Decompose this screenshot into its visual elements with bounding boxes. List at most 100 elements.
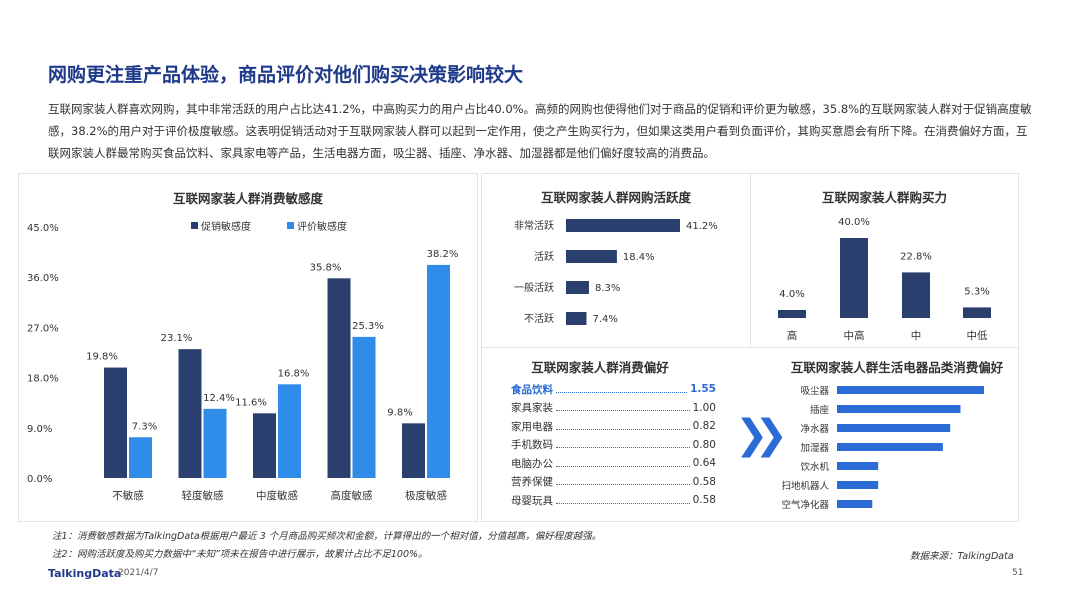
bar [778,310,806,318]
data-label: 8.3% [595,283,620,294]
bar [203,408,227,478]
category-label: 吸尘器 [800,386,829,397]
bar [566,219,680,232]
category-label: 一般活跃 [514,281,554,294]
x-tick-label: 不敏感 [112,489,144,502]
sensitivity-panel: 互联网家装人群消费敏感度 促销敏感度 评价敏感度 0.0% 9.0% 18.0% 27.… [18,173,478,522]
bar [840,238,868,318]
legend-swatch [191,222,198,229]
preference-label: 家具家装 [511,402,553,414]
bar [837,424,951,432]
bar [566,281,589,294]
category-label: 空气净化器 [781,499,829,511]
bar [402,423,425,478]
y-tick-label: 27.0% [27,323,59,334]
category-label: 非常活跃 [514,219,554,232]
preference-value: 0.80 [692,438,716,451]
bar [278,384,301,478]
dotted-leader [556,447,690,448]
x-tick-label: 中高 [844,329,865,342]
bar [427,264,450,478]
activity-panel: 互联网家装人群网购活跃度 非常活跃 41.2% 活跃 18.4% 一般活跃 8.3% 不活跃… [481,173,751,348]
appliance-preference-title: 互联网家装人群生活电器品类消费偏好 [790,360,1004,375]
category-label: 加湿器 [800,443,829,454]
y-tick-label: 18.0% [27,374,59,385]
preference-value: 1.00 [692,401,716,414]
bar [837,386,984,394]
data-label: 11.6% [235,397,267,408]
data-label: 23.1% [161,333,193,344]
preference-label: 电脑办公 [511,457,553,470]
data-label: 12.4% [203,393,235,404]
sensitivity-chart: 促销敏感度 评价敏感度 0.0%9.0%18.0%27.0%36.0%45.0% … [27,220,458,502]
preference-row: 电脑办公 0.64 [511,454,716,472]
footer-date: 2021/4/7 [118,568,159,578]
category-label: 活跃 [534,251,554,263]
data-label: 41.2% [686,221,718,232]
purchasing-power-chart: 4.0% 高 40.0% 中高 22.8% 中 5.3% 中低 [778,217,991,342]
y-tick-label: 0.0% [27,474,52,485]
preference-row: 家具家装 1.00 [511,399,716,417]
category-label: 插座 [810,404,830,416]
y-tick-label: 9.0% [27,424,52,435]
data-label: 18.4% [623,252,655,263]
data-label: 40.0% [838,217,870,228]
dotted-leader [556,484,690,485]
preference-value: 0.64 [692,457,716,469]
footnote-2: 注2：网购活跃度及购买力数据中“未知”项未在报告中进行展示，故累计占比不足100… [52,549,428,560]
preference-label: 营养保健 [511,476,553,488]
page-number: 51 [1012,568,1024,578]
data-label: 22.8% [900,251,932,262]
bar [963,307,991,318]
bar [837,481,879,489]
legend-label: 评价敏感度 [297,220,347,233]
preference-panel: 互联网家装人群消费偏好 互联网家装人群生活电器品类消费偏好 吸尘器 插座 净水器 加湿… [481,347,1019,522]
activity-chart: 非常活跃 41.2% 活跃 18.4% 一般活跃 8.3% 不活跃 7.4% [514,219,718,325]
bar [178,349,202,478]
page-title: 网购更注重产品体验，商品评价对他们购买决策影响较大 [48,64,524,86]
activity-chart-title: 互联网家装人群网购活跃度 [540,190,691,205]
intro-paragraph: 互联网家装人群喜欢网购，其中非常活跃的用户占比达41.2%，中高购买力的用户占比… [48,102,1032,160]
x-tick-label: 中度敏感 [256,489,298,502]
data-label: 4.0% [779,289,804,300]
bar [837,462,879,470]
y-tick-label: 45.0% [27,223,59,234]
data-label: 9.8% [387,407,412,418]
bar [129,437,152,478]
preference-value: 1.55 [690,383,716,395]
purchasing-power-chart-title: 互联网家装人群购买力 [821,190,947,205]
legend-swatch [287,222,294,229]
purchasing-power-panel: 互联网家装人群购买力 4.0% 高 40.0% 中高 22.8% 中 5.3% 中低 [750,173,1019,348]
bar [837,443,943,451]
preference-row: 食品饮料 1.55 [511,380,716,398]
preference-value: 0.58 [692,494,716,506]
x-tick-label: 高度敏感 [331,489,373,502]
dotted-leader [556,428,690,430]
preference-row: 母婴玩具 0.58 [511,491,716,509]
category-label: 不活跃 [524,313,554,325]
bar [902,272,930,318]
bar [253,413,276,478]
x-tick-label: 中低 [967,329,988,342]
bar [566,250,617,263]
data-label: 35.8% [310,262,342,273]
dotted-leader [556,410,690,411]
preference-label: 母婴玩具 [511,494,553,507]
x-tick-label: 高 [787,329,798,342]
preference-label: 手机数码 [511,439,553,451]
x-tick-label: 轻度敏感 [182,489,224,502]
bar [327,278,351,478]
category-label: 净水器 [800,423,829,435]
preference-value: 0.58 [692,475,716,488]
legend-label: 促销敏感度 [201,220,251,233]
x-tick-label: 中 [911,329,922,342]
preference-row: 家用电器 0.82 [511,417,716,435]
y-tick-label: 36.0% [27,273,59,284]
data-label: 19.8% [86,352,118,363]
dotted-leader [556,502,690,504]
chevron-right-icon: ❯❯ [735,412,788,458]
footnote-1: 注1：消费敏感数据为TalkingData根据用户最近 3 个月商品购买频次和金… [52,531,602,542]
preference-row: 手机数码 0.80 [511,436,716,454]
sensitivity-chart-title: 互联网家装人群消费敏感度 [172,191,323,206]
bar [566,312,587,325]
